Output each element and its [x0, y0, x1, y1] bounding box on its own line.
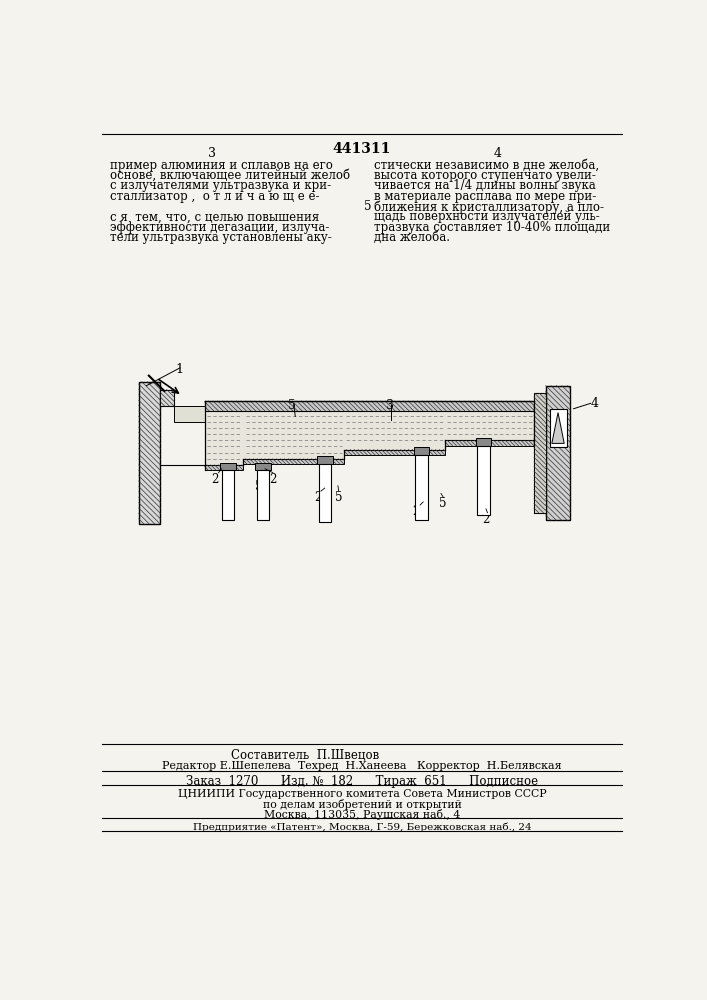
Bar	[243, 411, 344, 459]
Text: по делам изобретений и открытий: по делам изобретений и открытий	[262, 799, 462, 810]
Text: пример алюминия и сплавов на его: пример алюминия и сплавов на его	[110, 158, 333, 172]
Text: ближения к кристаллизатору, а пло-: ближения к кристаллизатору, а пло-	[373, 200, 604, 214]
Bar	[476, 438, 491, 446]
Bar	[445, 411, 534, 440]
Text: дна желоба.: дна желоба.	[373, 231, 450, 244]
Text: 441311: 441311	[333, 142, 391, 156]
Text: 3: 3	[209, 147, 216, 160]
Bar	[204, 411, 243, 465]
Text: Заказ  1270      Изд. №  182      Тираж  651      Подписное: Заказ 1270 Изд. № 182 Тираж 651 Подписно…	[186, 775, 538, 788]
Bar	[317, 456, 332, 464]
Text: тели ультразвука установлены аку-: тели ультразвука установлены аку-	[110, 231, 332, 244]
Text: 2: 2	[315, 491, 322, 504]
Text: 2: 2	[482, 513, 489, 526]
Text: Москва, 113035, Раушская наб., 4: Москва, 113035, Раушская наб., 4	[264, 809, 460, 820]
Text: эффективности дегазации, излуча-: эффективности дегазации, излуча-	[110, 221, 329, 234]
Bar	[319, 464, 331, 522]
Text: с я  тем, что, с целью повышения: с я тем, что, с целью повышения	[110, 210, 320, 223]
Bar	[416, 455, 428, 520]
Text: 2: 2	[269, 473, 276, 486]
Text: 4: 4	[590, 397, 599, 410]
Bar	[139, 382, 160, 524]
Text: Редактор Е.Шепелева  Техред  Н.Ханеева   Корректор  Н.Белявская: Редактор Е.Шепелева Техред Н.Ханеева Кор…	[162, 761, 562, 771]
Polygon shape	[552, 413, 564, 443]
Bar	[160, 389, 175, 406]
Text: сталлизатор ,  о т л и ч а ю щ е е-: сталлизатор , о т л и ч а ю щ е е-	[110, 190, 320, 203]
Text: 4: 4	[493, 147, 501, 160]
Text: ЦНИИПИ Государственного комитета Совета Министров СССР: ЦНИИПИ Государственного комитета Совета …	[177, 789, 547, 799]
Text: основе, включающее литейный желоб: основе, включающее литейный желоб	[110, 169, 350, 182]
Bar	[222, 470, 234, 520]
Bar	[546, 386, 571, 520]
Bar	[534, 393, 546, 513]
Text: щадь поверхности излучателей уль-: щадь поверхности излучателей уль-	[373, 210, 600, 223]
Bar	[445, 440, 534, 446]
Bar	[257, 470, 269, 520]
Text: высота которого ступенчато увели-: высота которого ступенчато увели-	[373, 169, 595, 182]
Bar	[534, 393, 546, 513]
Text: 1: 1	[175, 363, 183, 376]
Text: тразвука составляет 10-40% площади: тразвука составляет 10-40% площади	[373, 221, 610, 234]
Text: в материале расплава по мере при-: в материале расплава по мере при-	[373, 190, 596, 203]
Text: Предприятие «Патент», Москва, Г-59, Бережковская наб., 24: Предприятие «Патент», Москва, Г-59, Бере…	[192, 822, 531, 832]
Text: Составитель  П.Швецов: Составитель П.Швецов	[231, 749, 380, 762]
Bar	[414, 447, 429, 455]
Text: 2: 2	[211, 473, 218, 486]
Text: 5: 5	[363, 200, 371, 213]
Bar	[344, 411, 445, 450]
Text: с излучателями ультразвука и кри-: с излучателями ультразвука и кри-	[110, 179, 331, 192]
Bar	[549, 409, 566, 447]
Bar	[204, 401, 534, 411]
Bar	[477, 446, 490, 515]
Bar	[220, 463, 235, 470]
Text: 2: 2	[412, 505, 420, 518]
Bar	[243, 459, 344, 464]
Bar	[204, 465, 243, 470]
Bar	[255, 463, 271, 470]
Text: стически независимо в дне желоба,: стически независимо в дне желоба,	[373, 158, 599, 172]
Text: 5: 5	[255, 480, 262, 493]
Bar	[175, 406, 204, 422]
Text: чивается на 1/4 длины волны звука: чивается на 1/4 длины волны звука	[373, 179, 595, 192]
Text: 3: 3	[386, 399, 394, 412]
Text: 5: 5	[288, 399, 296, 412]
Text: 5: 5	[440, 497, 447, 510]
Bar	[344, 450, 445, 455]
Text: 5: 5	[335, 491, 342, 504]
